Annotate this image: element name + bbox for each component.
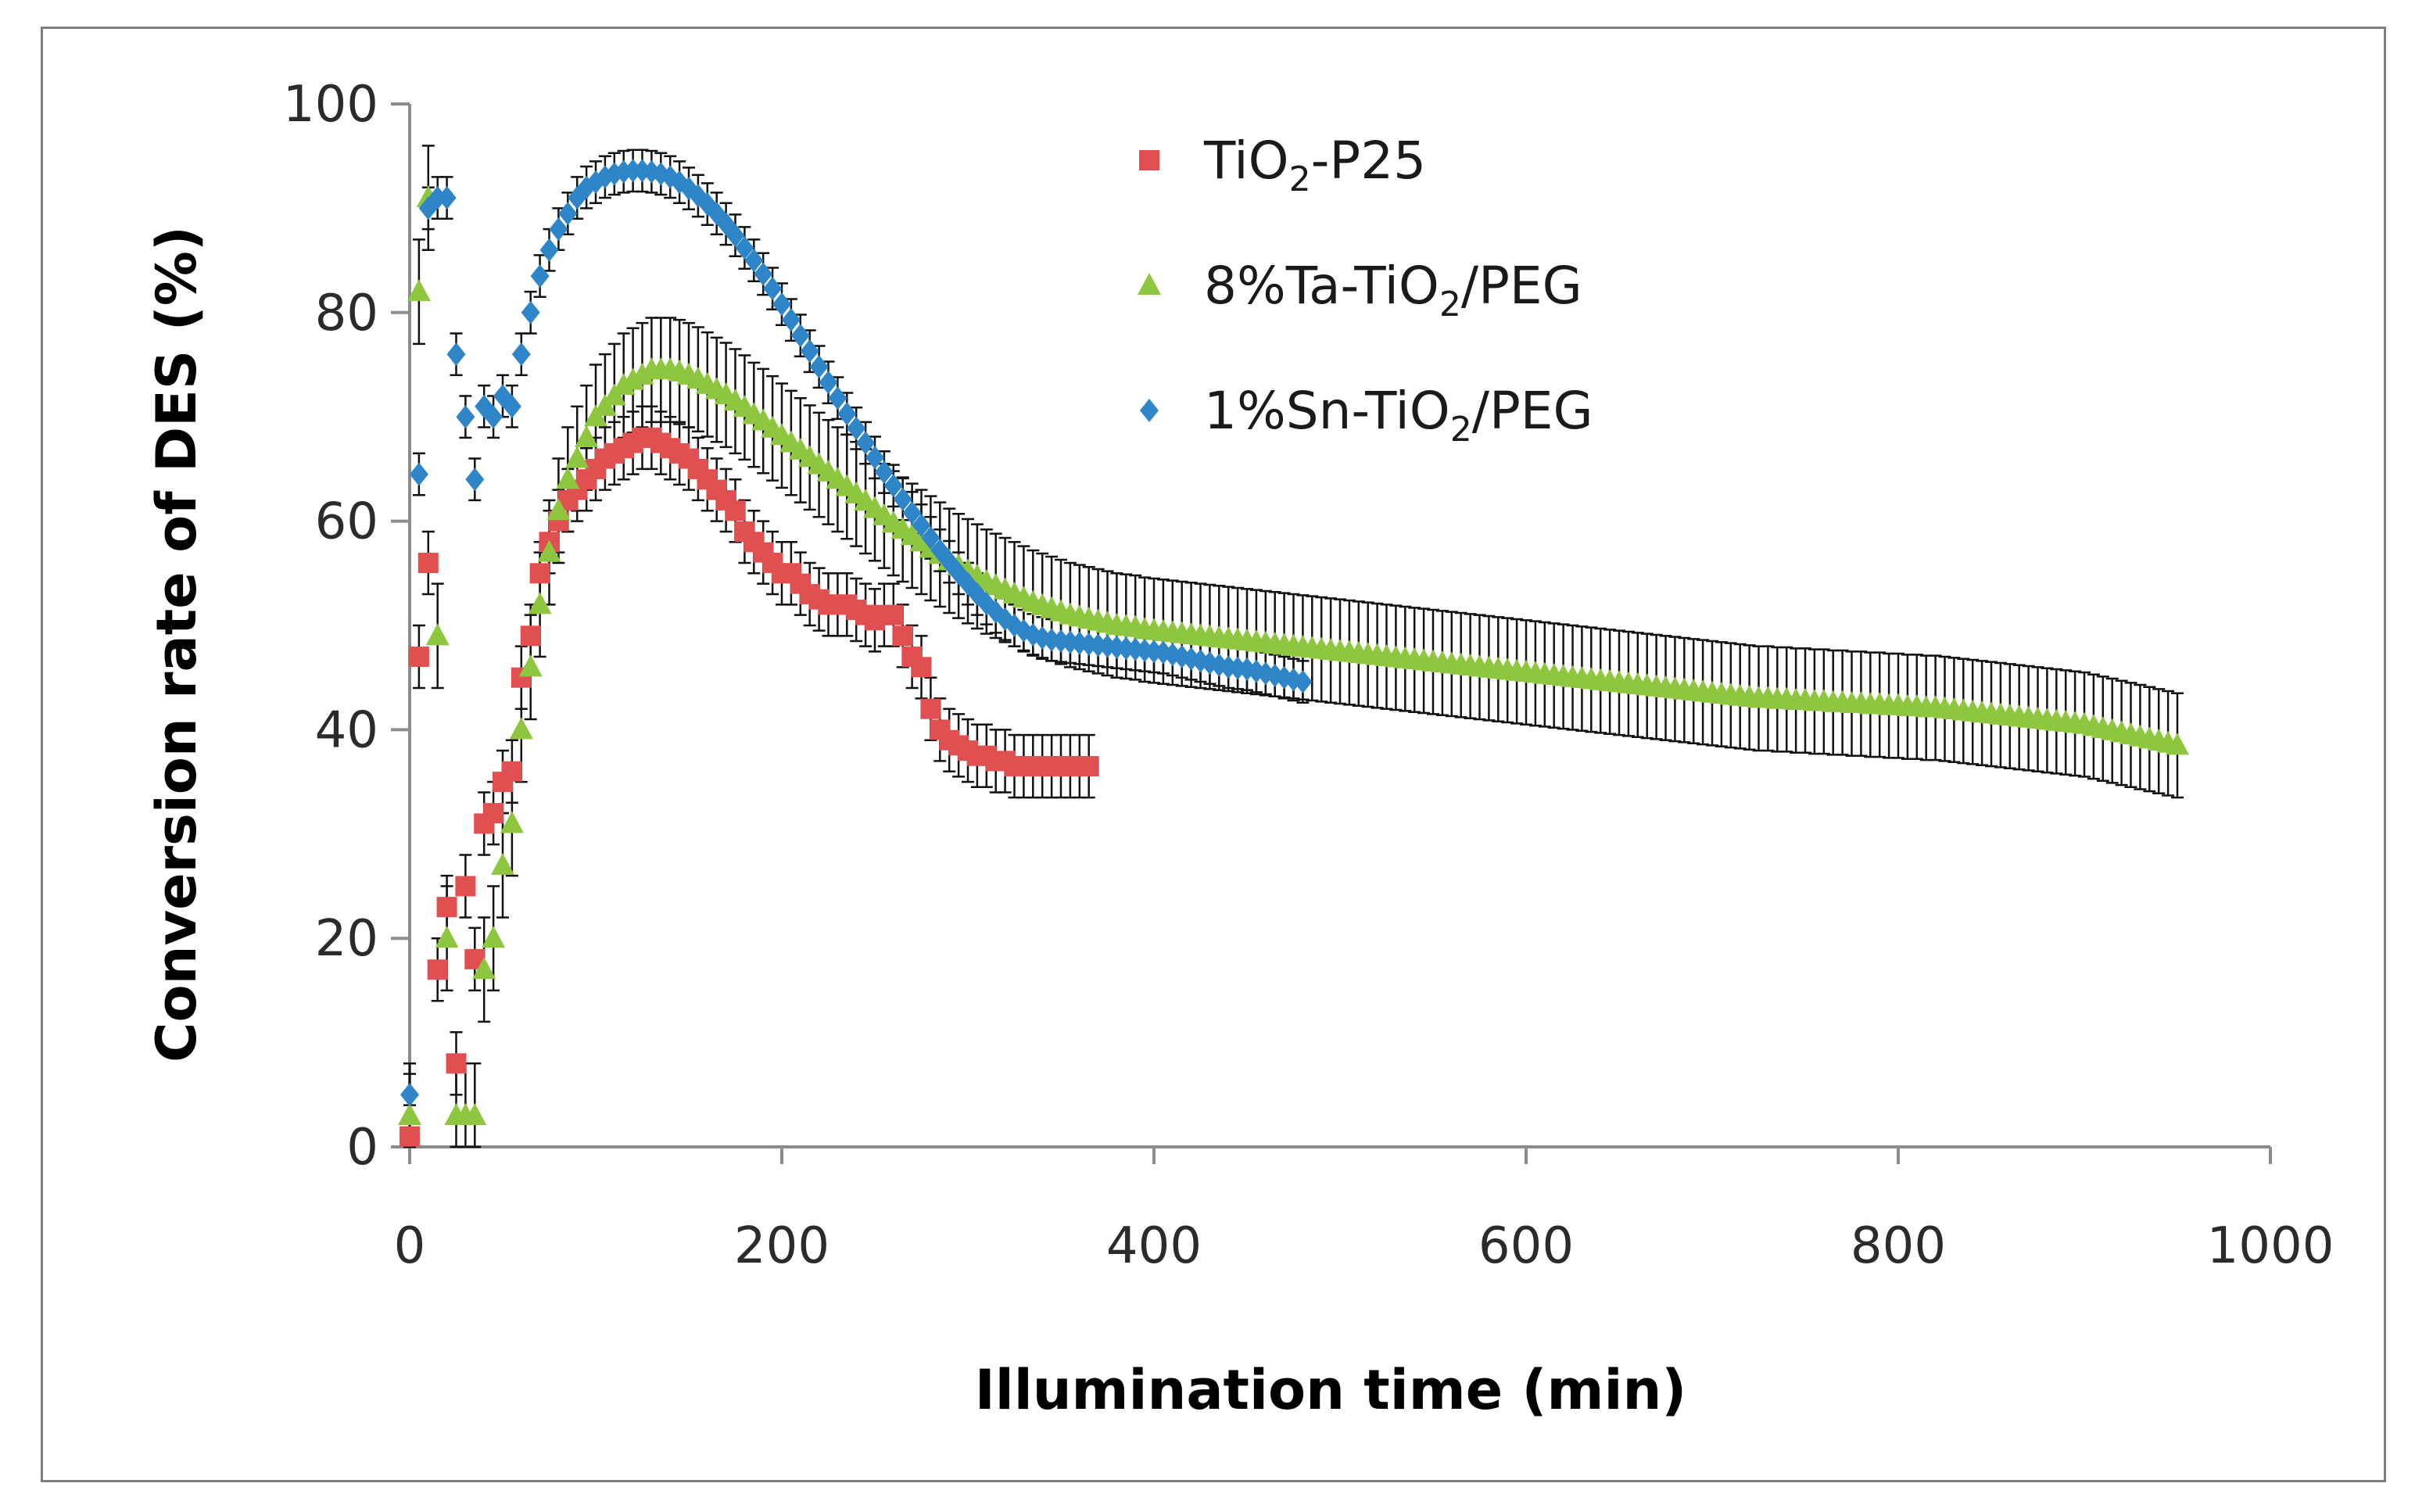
point-p25 (483, 803, 504, 824)
point-sn (763, 277, 783, 301)
x-tick-label: 400 (1106, 1217, 1202, 1275)
y-tick-label: 40 (315, 701, 378, 759)
point-ta (575, 425, 599, 447)
point-sn (511, 342, 531, 367)
point-sn (726, 224, 745, 248)
x-tick-label: 600 (1478, 1217, 1574, 1275)
legend: TiO2-P25 8%Ta-TiO2/PEG 1%Sn-TiO2/PEG (1138, 131, 1593, 450)
point-sn (502, 394, 521, 418)
point-p25 (1078, 756, 1099, 777)
point-sn (790, 324, 810, 348)
point-ta (435, 926, 459, 948)
point-sn (856, 431, 876, 455)
point-p25 (408, 647, 429, 668)
point-sn (902, 500, 922, 525)
chart-frame (41, 27, 2386, 1482)
point-sn (800, 339, 819, 364)
point-ta (509, 717, 533, 740)
point-ta (565, 446, 589, 468)
legend-marker-sn (1140, 399, 1159, 422)
point-p25 (446, 1053, 467, 1074)
point-sn (549, 217, 568, 242)
point-sn (912, 513, 931, 537)
point-ta (2166, 733, 2189, 755)
point-p25 (501, 761, 522, 782)
legend-label-p25: TiO2-P25 (1203, 131, 1426, 199)
point-sn (781, 308, 801, 332)
y-axis-title: Conversion rate of DES (%) (145, 226, 209, 1062)
data-points (398, 159, 2189, 1147)
point-sn (883, 474, 903, 498)
point-sn (493, 384, 512, 408)
point-sn (754, 262, 773, 286)
y-tick-label: 0 (346, 1119, 378, 1177)
point-ta (472, 957, 496, 980)
point-sn (772, 292, 791, 317)
legend-label-sn: 1%Sn-TiO2/PEG (1204, 381, 1593, 450)
point-p25 (436, 897, 457, 918)
point-sn (744, 249, 764, 273)
point-p25 (920, 698, 941, 719)
y-tick-label: 60 (315, 493, 378, 551)
point-sn (484, 405, 503, 429)
point-sn (400, 1083, 419, 1107)
point-sn (921, 525, 941, 550)
point-p25 (883, 604, 904, 625)
point-sn (530, 264, 550, 288)
point-ta (556, 467, 580, 489)
point-ta (528, 592, 552, 614)
point-p25 (529, 563, 550, 584)
x-axis-title: Illumination time (min) (975, 1358, 1687, 1422)
point-sn (874, 460, 894, 484)
point-ta (500, 811, 524, 833)
point-sn (847, 416, 866, 440)
point-ta (537, 539, 561, 562)
x-tick-label: 0 (394, 1217, 426, 1275)
point-p25 (400, 1126, 420, 1147)
point-sn (539, 238, 559, 262)
point-p25 (892, 625, 913, 647)
point-ta (518, 654, 543, 677)
point-sn (865, 446, 884, 470)
point-sn (819, 371, 838, 395)
point-p25 (455, 876, 476, 897)
point-sn (446, 342, 466, 367)
point-sn (456, 405, 475, 429)
point-p25 (427, 959, 448, 980)
y-tick-label: 80 (315, 285, 378, 342)
point-ta (398, 1102, 421, 1125)
point-p25 (725, 500, 746, 521)
y-tick-label: 20 (315, 910, 378, 968)
y-tick-label: 100 (283, 76, 378, 134)
point-sn (465, 468, 485, 492)
point-sn (837, 402, 857, 426)
point-sn (437, 186, 457, 210)
point-p25 (520, 625, 541, 647)
x-tick-label: 800 (1851, 1217, 1946, 1275)
point-p25 (911, 657, 932, 678)
point-sn (558, 202, 578, 226)
point-ta (491, 852, 514, 875)
point-p25 (417, 552, 439, 573)
point-sn (735, 236, 754, 260)
point-ta (407, 279, 431, 302)
x-tick-label: 1000 (2207, 1217, 2334, 1275)
legend-label-ta: 8%Ta-TiO2/PEG (1204, 256, 1582, 324)
legend-marker-p25 (1139, 150, 1159, 170)
point-sn (828, 386, 847, 410)
axes (391, 102, 2272, 1164)
point-ta (546, 498, 571, 521)
x-tick-label: 200 (734, 1217, 830, 1275)
point-sn (809, 355, 829, 379)
legend-marker-ta (1138, 273, 1161, 295)
point-sn (893, 487, 912, 511)
point-ta (482, 926, 506, 948)
point-ta (425, 623, 450, 646)
point-sn (409, 462, 428, 486)
point-sn (521, 300, 540, 324)
point-ta (463, 1102, 487, 1125)
point-sn (1293, 670, 1313, 694)
